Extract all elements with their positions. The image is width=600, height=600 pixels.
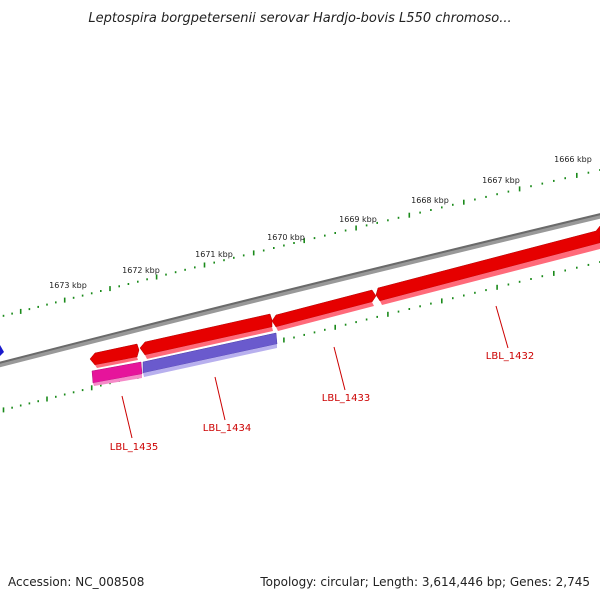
gene-lbl-1432[interactable] bbox=[375, 225, 600, 302]
outer-tick-ring bbox=[2, 169, 600, 317]
gene-label-lbl-1435[interactable]: LBL_1435 bbox=[110, 442, 158, 453]
gene-label-lbl-1432[interactable]: LBL_1432 bbox=[486, 351, 534, 362]
gene-lbl-1432-shadow bbox=[380, 243, 600, 305]
inner-tick-ring bbox=[2, 261, 600, 413]
chromosome-backbone-edge bbox=[0, 213, 600, 364]
chromosome-backbone bbox=[0, 213, 600, 368]
kbp-label: 1671 kbp bbox=[195, 250, 233, 259]
genome-summary-text: Topology: circular; Length: 3,614,446 bp… bbox=[259, 575, 590, 589]
gene-lbl-1435-shadow bbox=[93, 374, 142, 386]
gene-label-lbl-1433[interactable]: LBL_1433 bbox=[322, 393, 370, 404]
gene-forward-segment-shadow bbox=[145, 327, 273, 359]
kbp-labels: 1666 kbp 1667 kbp 1668 kbp 1669 kbp 1670… bbox=[49, 155, 592, 290]
leader-line bbox=[214, 376, 226, 421]
forward-strand-genes bbox=[89, 225, 600, 368]
reverse-strand-genes bbox=[91, 332, 278, 386]
kbp-label: 1667 kbp bbox=[482, 176, 520, 185]
gene-lbl-1435-forward-shadow bbox=[95, 357, 138, 368]
gene-lbl-1434-shadow bbox=[143, 344, 277, 377]
gene-label-lbl-1434[interactable]: LBL_1434 bbox=[203, 423, 251, 434]
gene-labels: LBL_1432 LBL_1433 LBL_1434 LBL_1435 bbox=[110, 305, 534, 453]
map-title: Leptospira borgpetersenii serovar Hardjo… bbox=[88, 11, 511, 26]
accession-text: Accession: NC_008508 bbox=[8, 575, 144, 589]
gene-arrow-tip bbox=[597, 226, 600, 236]
leader-line bbox=[495, 305, 509, 349]
kbp-label: 1672 kbp bbox=[122, 266, 160, 275]
gene-lbl-1433-shadow bbox=[276, 302, 374, 331]
kbp-label: 1668 kbp bbox=[411, 196, 449, 205]
kbp-label: 1669 kbp bbox=[339, 215, 377, 224]
kbp-label: 1666 kbp bbox=[554, 155, 592, 164]
leader-line bbox=[333, 346, 346, 391]
kbp-label: 1670 kbp bbox=[267, 233, 305, 242]
origin-marker-icon bbox=[0, 345, 4, 356]
leader-line bbox=[121, 395, 133, 439]
kbp-label: 1673 kbp bbox=[49, 281, 87, 290]
